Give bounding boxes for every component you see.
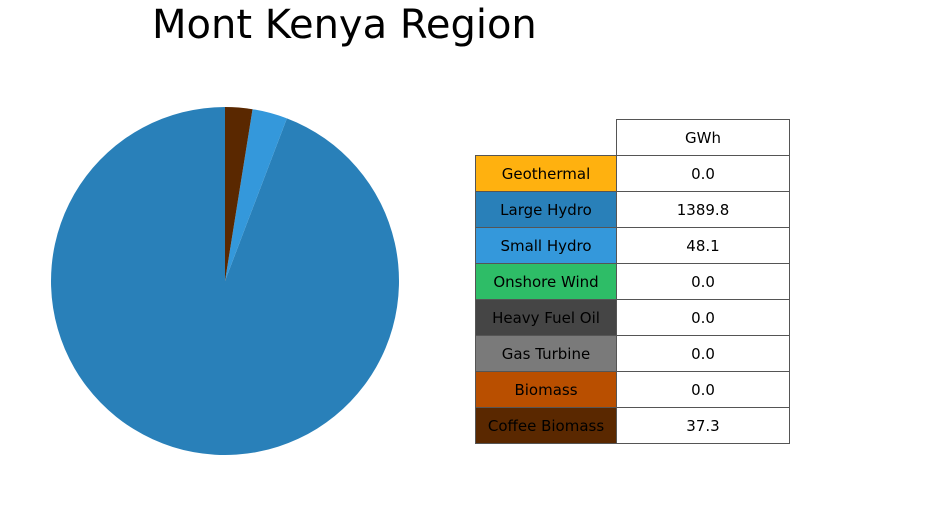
legend-label: Geothermal (475, 155, 617, 192)
legend-value: 0.0 (616, 263, 790, 300)
legend-label: Small Hydro (475, 227, 617, 264)
legend-header-row: GWh (476, 119, 790, 156)
pie-slice-large-hydro (51, 107, 400, 455)
legend-row: Biomass 0.0 (475, 371, 790, 408)
legend-label: Onshore Wind (475, 263, 617, 300)
legend-value: 0.0 (616, 155, 790, 192)
legend-value: 48.1 (616, 227, 790, 264)
legend-label: Gas Turbine (475, 335, 617, 372)
legend-table: GWh Geothermal 0.0 Large Hydro 1389.8 Small … (475, 119, 790, 444)
legend-row: Geothermal 0.0 (475, 155, 790, 192)
legend-row: Large Hydro 1389.8 (475, 191, 790, 228)
chart-title: Mont Kenya Region (152, 2, 537, 48)
legend-value: 1389.8 (616, 191, 790, 228)
legend-label: Large Hydro (475, 191, 617, 228)
header-blank-cell (476, 120, 617, 156)
pie-slice-coffee-biomass (225, 106, 253, 281)
legend-row: Onshore Wind 0.0 (475, 263, 790, 300)
unit-header-cell: GWh (616, 119, 790, 156)
legend-row: Heavy Fuel Oil 0.0 (475, 299, 790, 336)
legend-row: Small Hydro 48.1 (475, 227, 790, 264)
legend-value: 37.3 (616, 407, 790, 444)
legend-row: Coffee Biomass 37.3 (475, 407, 790, 444)
legend-value: 0.0 (616, 335, 790, 372)
legend-label: Coffee Biomass (475, 407, 617, 444)
legend-value: 0.0 (616, 299, 790, 336)
legend-label: Heavy Fuel Oil (475, 299, 617, 336)
legend-row: Gas Turbine 0.0 (475, 335, 790, 372)
legend-value: 0.0 (616, 371, 790, 408)
pie-slice-small-hydro (225, 109, 287, 281)
legend-label: Biomass (475, 371, 617, 408)
